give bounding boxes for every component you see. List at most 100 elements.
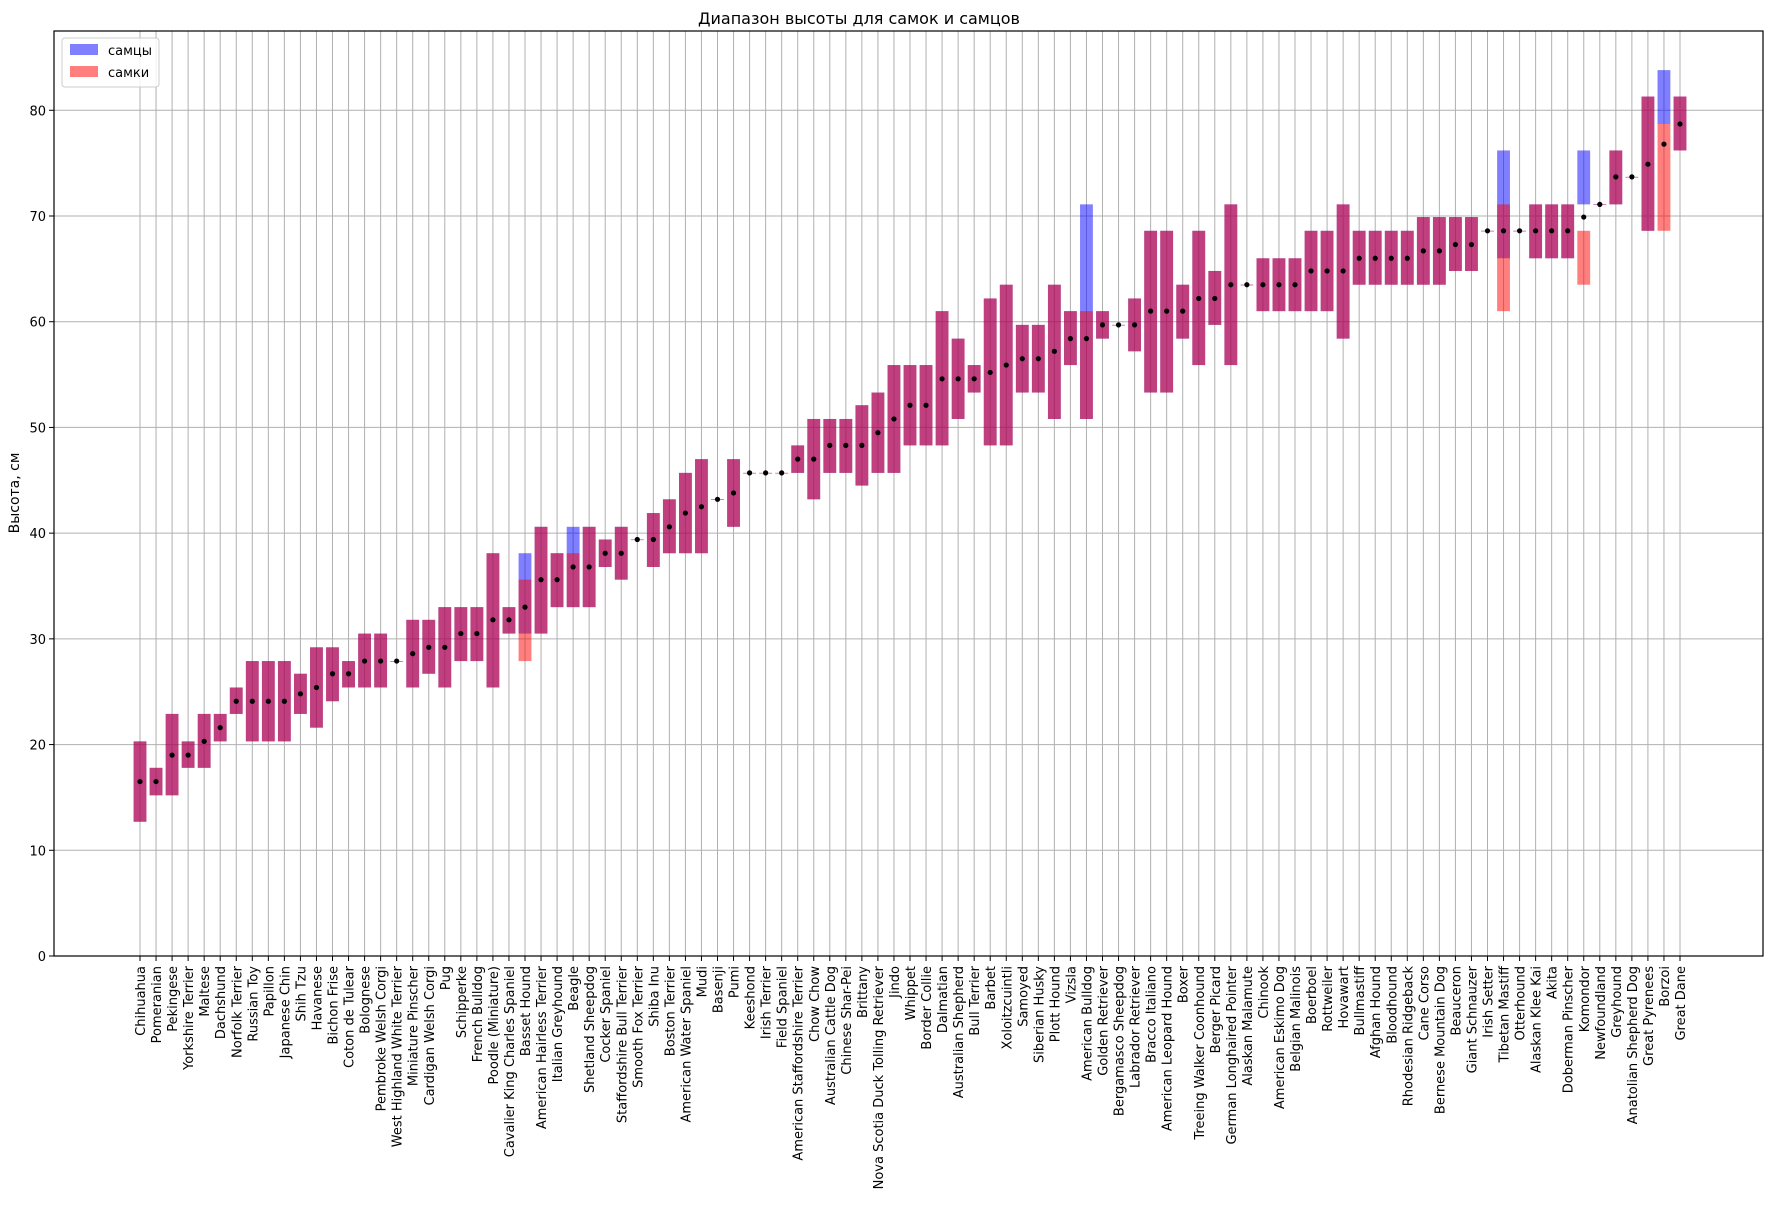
mean-dot — [907, 402, 913, 408]
x-tick-label: Pug — [439, 966, 454, 990]
x-tick-label: Bergamasco Sheepdog — [1113, 966, 1128, 1116]
mean-dot — [1484, 228, 1491, 234]
x-tick-label: Beauceron — [1449, 966, 1464, 1036]
x-tick-label: American Eskimo Dog — [1273, 966, 1288, 1109]
x-tick-label: Italian Greyhound — [551, 966, 566, 1082]
mean-dot — [1067, 336, 1074, 342]
female-bar — [1497, 204, 1510, 312]
x-tick-label: Giant Schnauzer — [1465, 965, 1480, 1073]
mean-dot — [442, 644, 448, 650]
legend-swatch-females — [70, 66, 98, 77]
mean-dot — [522, 604, 528, 610]
x-tick-label: Chow Chow — [808, 966, 823, 1042]
x-tick-label: Australian Cattle Dog — [824, 966, 839, 1105]
x-tick-label: Berger Picard — [1209, 966, 1224, 1053]
mean-dot — [1645, 161, 1651, 167]
x-tick-label: Tibetan Mastiff — [1498, 965, 1513, 1064]
mean-dot — [458, 630, 464, 637]
mean-dot — [1597, 201, 1603, 207]
mean-dot — [538, 577, 544, 583]
female-bar — [1657, 124, 1671, 231]
mean-dots — [137, 121, 1683, 785]
mean-dot — [1468, 241, 1475, 248]
x-tick-label: Akita — [1546, 966, 1561, 999]
x-tick-label: Chihuahua — [134, 966, 149, 1036]
y-axis: 0 10 20 30 40 50 60 70 80 — [29, 104, 54, 965]
male-bar — [1577, 150, 1591, 205]
x-tick-label: Doberman Pinscher — [1562, 965, 1577, 1093]
mean-dot — [714, 496, 721, 502]
mean-dot — [746, 470, 753, 476]
x-tick-label: Dachshund — [214, 966, 229, 1039]
x-tick-label: Anatolian Shepherd Dog — [1626, 966, 1641, 1124]
mean-dot — [1276, 282, 1282, 288]
x-tick-label: Pumi — [728, 966, 743, 998]
x-tick-label: Bichon Frise — [327, 966, 342, 1045]
x-tick-label: Plott Hound — [1048, 966, 1063, 1042]
mean-dot — [1516, 228, 1523, 234]
y-tick-label: 30 — [29, 633, 46, 648]
mean-dot — [1613, 174, 1619, 180]
mean-dot — [1404, 255, 1410, 261]
mean-dot — [249, 698, 255, 704]
mean-dot — [1035, 356, 1041, 362]
x-tick-label: Siberian Husky — [1032, 966, 1047, 1063]
x-tick-label: German Longhaired Pointer — [1225, 965, 1240, 1144]
x-tick-label: American Staffordshire Terrier — [792, 965, 807, 1160]
mean-dot — [698, 504, 705, 510]
mean-dot — [955, 376, 961, 382]
x-tick-label: Greyhound — [1610, 966, 1625, 1038]
mean-dot — [987, 369, 993, 376]
mean-dot — [891, 416, 897, 422]
mean-dot — [410, 651, 416, 657]
x-tick-label: Newfoundland — [1594, 966, 1609, 1060]
x-tick-label: Cavalier King Charles Spaniel — [503, 966, 518, 1157]
mean-dot — [153, 778, 159, 785]
mean-dot — [1164, 308, 1170, 314]
x-tick-label: Bracco Italiano — [1145, 966, 1160, 1063]
legend-label-males: самцы — [108, 44, 152, 59]
x-tick-label: Chinese Shar-Pei — [840, 966, 855, 1075]
mean-dot — [1677, 121, 1683, 127]
x-tick-label: Keeshond — [744, 966, 759, 1029]
mean-dot — [137, 778, 143, 785]
mean-dot — [650, 536, 656, 543]
mean-dot — [361, 658, 368, 664]
x-tick-label: Bernese Mountain Dog — [1433, 966, 1448, 1114]
mean-dot — [1356, 255, 1362, 261]
x-tick-label: Smooth Fox Terrier — [631, 965, 646, 1087]
x-tick-label: Komondor — [1578, 965, 1593, 1032]
mean-dot — [859, 442, 865, 448]
x-tick-label: Labrador Retriever — [1129, 965, 1144, 1088]
mean-dot — [1099, 322, 1106, 328]
mean-dot — [1436, 248, 1442, 254]
mean-dot — [634, 536, 640, 543]
mean-dot — [763, 470, 769, 476]
male-bar — [1657, 70, 1671, 125]
mean-dot — [1581, 214, 1587, 220]
x-tick-label: Irish Setter — [1482, 965, 1497, 1037]
mean-dot — [1292, 282, 1298, 288]
x-axis: Chihuahua Pomeranian Pekingese Yorkshire Te… — [134, 956, 1689, 1189]
mean-dot — [217, 725, 223, 731]
mean-dot — [1629, 174, 1635, 180]
mean-dot — [169, 752, 175, 758]
mean-dot — [1565, 228, 1571, 234]
y-axis-label: Высота, см — [7, 453, 23, 534]
x-tick-label: Great Pyrenees — [1642, 966, 1657, 1066]
mean-dot — [1083, 336, 1090, 342]
x-tick-label: Maltese — [198, 966, 213, 1017]
mean-dot — [795, 456, 801, 462]
x-tick-label: Hovawart — [1337, 966, 1352, 1028]
x-tick-label: Schipperke — [455, 966, 470, 1038]
x-tick-label: Boxer — [1177, 965, 1192, 1003]
mean-dot — [570, 564, 576, 570]
mean-dot — [554, 577, 560, 583]
x-tick-label: Basenji — [712, 966, 727, 1013]
mean-dot — [811, 456, 817, 462]
x-tick-label: Belgian Malinois — [1289, 966, 1304, 1072]
mean-dot — [779, 470, 785, 476]
x-tick-label: Boerboel — [1305, 966, 1320, 1024]
x-tick-label: Borzoi — [1658, 966, 1673, 1007]
